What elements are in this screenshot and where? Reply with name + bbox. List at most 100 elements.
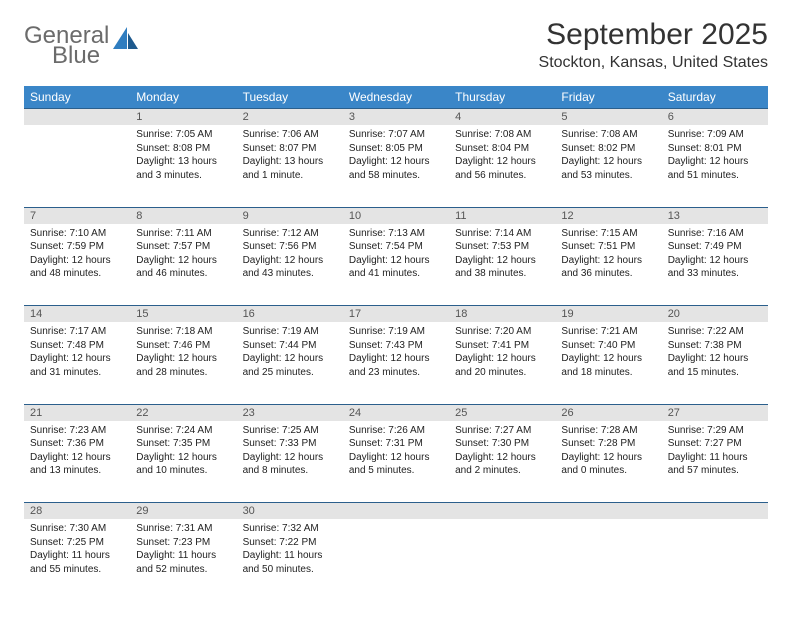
day-cell: Sunrise: 7:19 AMSunset: 7:44 PMDaylight:… [237, 322, 343, 404]
day-number: 10 [343, 207, 449, 224]
day-number [24, 109, 130, 126]
day-details: Sunrise: 7:19 AMSunset: 7:44 PMDaylight:… [237, 322, 343, 385]
day-cell: Sunrise: 7:11 AMSunset: 7:57 PMDaylight:… [130, 224, 236, 306]
day-number: 12 [555, 207, 661, 224]
day-cell [449, 519, 555, 601]
day-number: 22 [130, 404, 236, 421]
day-number: 16 [237, 306, 343, 323]
day-number: 18 [449, 306, 555, 323]
day-cell: Sunrise: 7:13 AMSunset: 7:54 PMDaylight:… [343, 224, 449, 306]
header: General Blue September 2025 Stockton, Ka… [24, 18, 768, 72]
logo-sail-icon [113, 27, 139, 49]
day-cell [662, 519, 768, 601]
day-number-row: 21222324252627 [24, 404, 768, 421]
day-cell [555, 519, 661, 601]
weekday-header: Thursday [449, 86, 555, 109]
weekday-header: Wednesday [343, 86, 449, 109]
day-number: 24 [343, 404, 449, 421]
day-details: Sunrise: 7:12 AMSunset: 7:56 PMDaylight:… [237, 224, 343, 287]
calendar-table: SundayMondayTuesdayWednesdayThursdayFrid… [24, 86, 768, 601]
day-number-row: 14151617181920 [24, 306, 768, 323]
day-number: 20 [662, 306, 768, 323]
day-number: 9 [237, 207, 343, 224]
month-title: September 2025 [539, 18, 768, 52]
day-cell: Sunrise: 7:08 AMSunset: 8:04 PMDaylight:… [449, 125, 555, 207]
day-details: Sunrise: 7:08 AMSunset: 8:04 PMDaylight:… [449, 125, 555, 188]
day-details: Sunrise: 7:15 AMSunset: 7:51 PMDaylight:… [555, 224, 661, 287]
day-details: Sunrise: 7:17 AMSunset: 7:48 PMDaylight:… [24, 322, 130, 385]
weekday-header: Tuesday [237, 86, 343, 109]
day-number: 14 [24, 306, 130, 323]
weekday-header: Saturday [662, 86, 768, 109]
day-cell: Sunrise: 7:30 AMSunset: 7:25 PMDaylight:… [24, 519, 130, 601]
day-cell: Sunrise: 7:27 AMSunset: 7:30 PMDaylight:… [449, 421, 555, 503]
day-details: Sunrise: 7:30 AMSunset: 7:25 PMDaylight:… [24, 519, 130, 582]
day-number: 25 [449, 404, 555, 421]
location: Stockton, Kansas, United States [539, 54, 768, 72]
day-details: Sunrise: 7:14 AMSunset: 7:53 PMDaylight:… [449, 224, 555, 287]
day-number-row: 123456 [24, 109, 768, 126]
day-number: 28 [24, 503, 130, 520]
day-number: 6 [662, 109, 768, 126]
day-number: 26 [555, 404, 661, 421]
day-cell: Sunrise: 7:08 AMSunset: 8:02 PMDaylight:… [555, 125, 661, 207]
day-details: Sunrise: 7:24 AMSunset: 7:35 PMDaylight:… [130, 421, 236, 484]
day-number-row: 78910111213 [24, 207, 768, 224]
day-details: Sunrise: 7:09 AMSunset: 8:01 PMDaylight:… [662, 125, 768, 188]
day-number [662, 503, 768, 520]
day-details: Sunrise: 7:22 AMSunset: 7:38 PMDaylight:… [662, 322, 768, 385]
day-cell: Sunrise: 7:24 AMSunset: 7:35 PMDaylight:… [130, 421, 236, 503]
day-number: 5 [555, 109, 661, 126]
day-details: Sunrise: 7:06 AMSunset: 8:07 PMDaylight:… [237, 125, 343, 188]
day-details: Sunrise: 7:28 AMSunset: 7:28 PMDaylight:… [555, 421, 661, 484]
weekday-header: Sunday [24, 86, 130, 109]
day-number: 2 [237, 109, 343, 126]
day-number: 19 [555, 306, 661, 323]
day-details: Sunrise: 7:27 AMSunset: 7:30 PMDaylight:… [449, 421, 555, 484]
day-number: 8 [130, 207, 236, 224]
day-number: 21 [24, 404, 130, 421]
day-cell: Sunrise: 7:21 AMSunset: 7:40 PMDaylight:… [555, 322, 661, 404]
day-details: Sunrise: 7:16 AMSunset: 7:49 PMDaylight:… [662, 224, 768, 287]
day-cell: Sunrise: 7:28 AMSunset: 7:28 PMDaylight:… [555, 421, 661, 503]
day-details: Sunrise: 7:29 AMSunset: 7:27 PMDaylight:… [662, 421, 768, 484]
day-details: Sunrise: 7:23 AMSunset: 7:36 PMDaylight:… [24, 421, 130, 484]
day-details: Sunrise: 7:18 AMSunset: 7:46 PMDaylight:… [130, 322, 236, 385]
day-cell: Sunrise: 7:31 AMSunset: 7:23 PMDaylight:… [130, 519, 236, 601]
day-number: 15 [130, 306, 236, 323]
day-cell: Sunrise: 7:10 AMSunset: 7:59 PMDaylight:… [24, 224, 130, 306]
day-number: 17 [343, 306, 449, 323]
logo: General Blue [24, 24, 139, 68]
day-details: Sunrise: 7:21 AMSunset: 7:40 PMDaylight:… [555, 322, 661, 385]
day-cell: Sunrise: 7:17 AMSunset: 7:48 PMDaylight:… [24, 322, 130, 404]
day-details: Sunrise: 7:08 AMSunset: 8:02 PMDaylight:… [555, 125, 661, 188]
day-number: 23 [237, 404, 343, 421]
day-number: 29 [130, 503, 236, 520]
day-number: 13 [662, 207, 768, 224]
day-content-row: Sunrise: 7:17 AMSunset: 7:48 PMDaylight:… [24, 322, 768, 404]
day-cell: Sunrise: 7:32 AMSunset: 7:22 PMDaylight:… [237, 519, 343, 601]
day-details: Sunrise: 7:25 AMSunset: 7:33 PMDaylight:… [237, 421, 343, 484]
day-cell: Sunrise: 7:07 AMSunset: 8:05 PMDaylight:… [343, 125, 449, 207]
day-details: Sunrise: 7:13 AMSunset: 7:54 PMDaylight:… [343, 224, 449, 287]
day-number [555, 503, 661, 520]
day-cell [343, 519, 449, 601]
day-number: 1 [130, 109, 236, 126]
day-cell: Sunrise: 7:05 AMSunset: 8:08 PMDaylight:… [130, 125, 236, 207]
day-content-row: Sunrise: 7:05 AMSunset: 8:08 PMDaylight:… [24, 125, 768, 207]
weekday-header: Friday [555, 86, 661, 109]
day-number: 27 [662, 404, 768, 421]
day-cell: Sunrise: 7:23 AMSunset: 7:36 PMDaylight:… [24, 421, 130, 503]
day-details: Sunrise: 7:32 AMSunset: 7:22 PMDaylight:… [237, 519, 343, 582]
day-details: Sunrise: 7:26 AMSunset: 7:31 PMDaylight:… [343, 421, 449, 484]
day-content-row: Sunrise: 7:30 AMSunset: 7:25 PMDaylight:… [24, 519, 768, 601]
day-cell: Sunrise: 7:25 AMSunset: 7:33 PMDaylight:… [237, 421, 343, 503]
day-cell [24, 125, 130, 207]
day-cell: Sunrise: 7:26 AMSunset: 7:31 PMDaylight:… [343, 421, 449, 503]
day-details: Sunrise: 7:07 AMSunset: 8:05 PMDaylight:… [343, 125, 449, 188]
title-block: September 2025 Stockton, Kansas, United … [539, 18, 768, 72]
day-content-row: Sunrise: 7:10 AMSunset: 7:59 PMDaylight:… [24, 224, 768, 306]
day-cell: Sunrise: 7:15 AMSunset: 7:51 PMDaylight:… [555, 224, 661, 306]
day-number: 7 [24, 207, 130, 224]
day-cell: Sunrise: 7:20 AMSunset: 7:41 PMDaylight:… [449, 322, 555, 404]
